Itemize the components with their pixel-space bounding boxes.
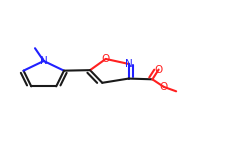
Text: N: N	[125, 59, 132, 69]
Text: O: O	[154, 64, 163, 75]
Text: O: O	[102, 54, 110, 64]
Text: O: O	[160, 82, 168, 92]
Text: N: N	[40, 56, 48, 66]
